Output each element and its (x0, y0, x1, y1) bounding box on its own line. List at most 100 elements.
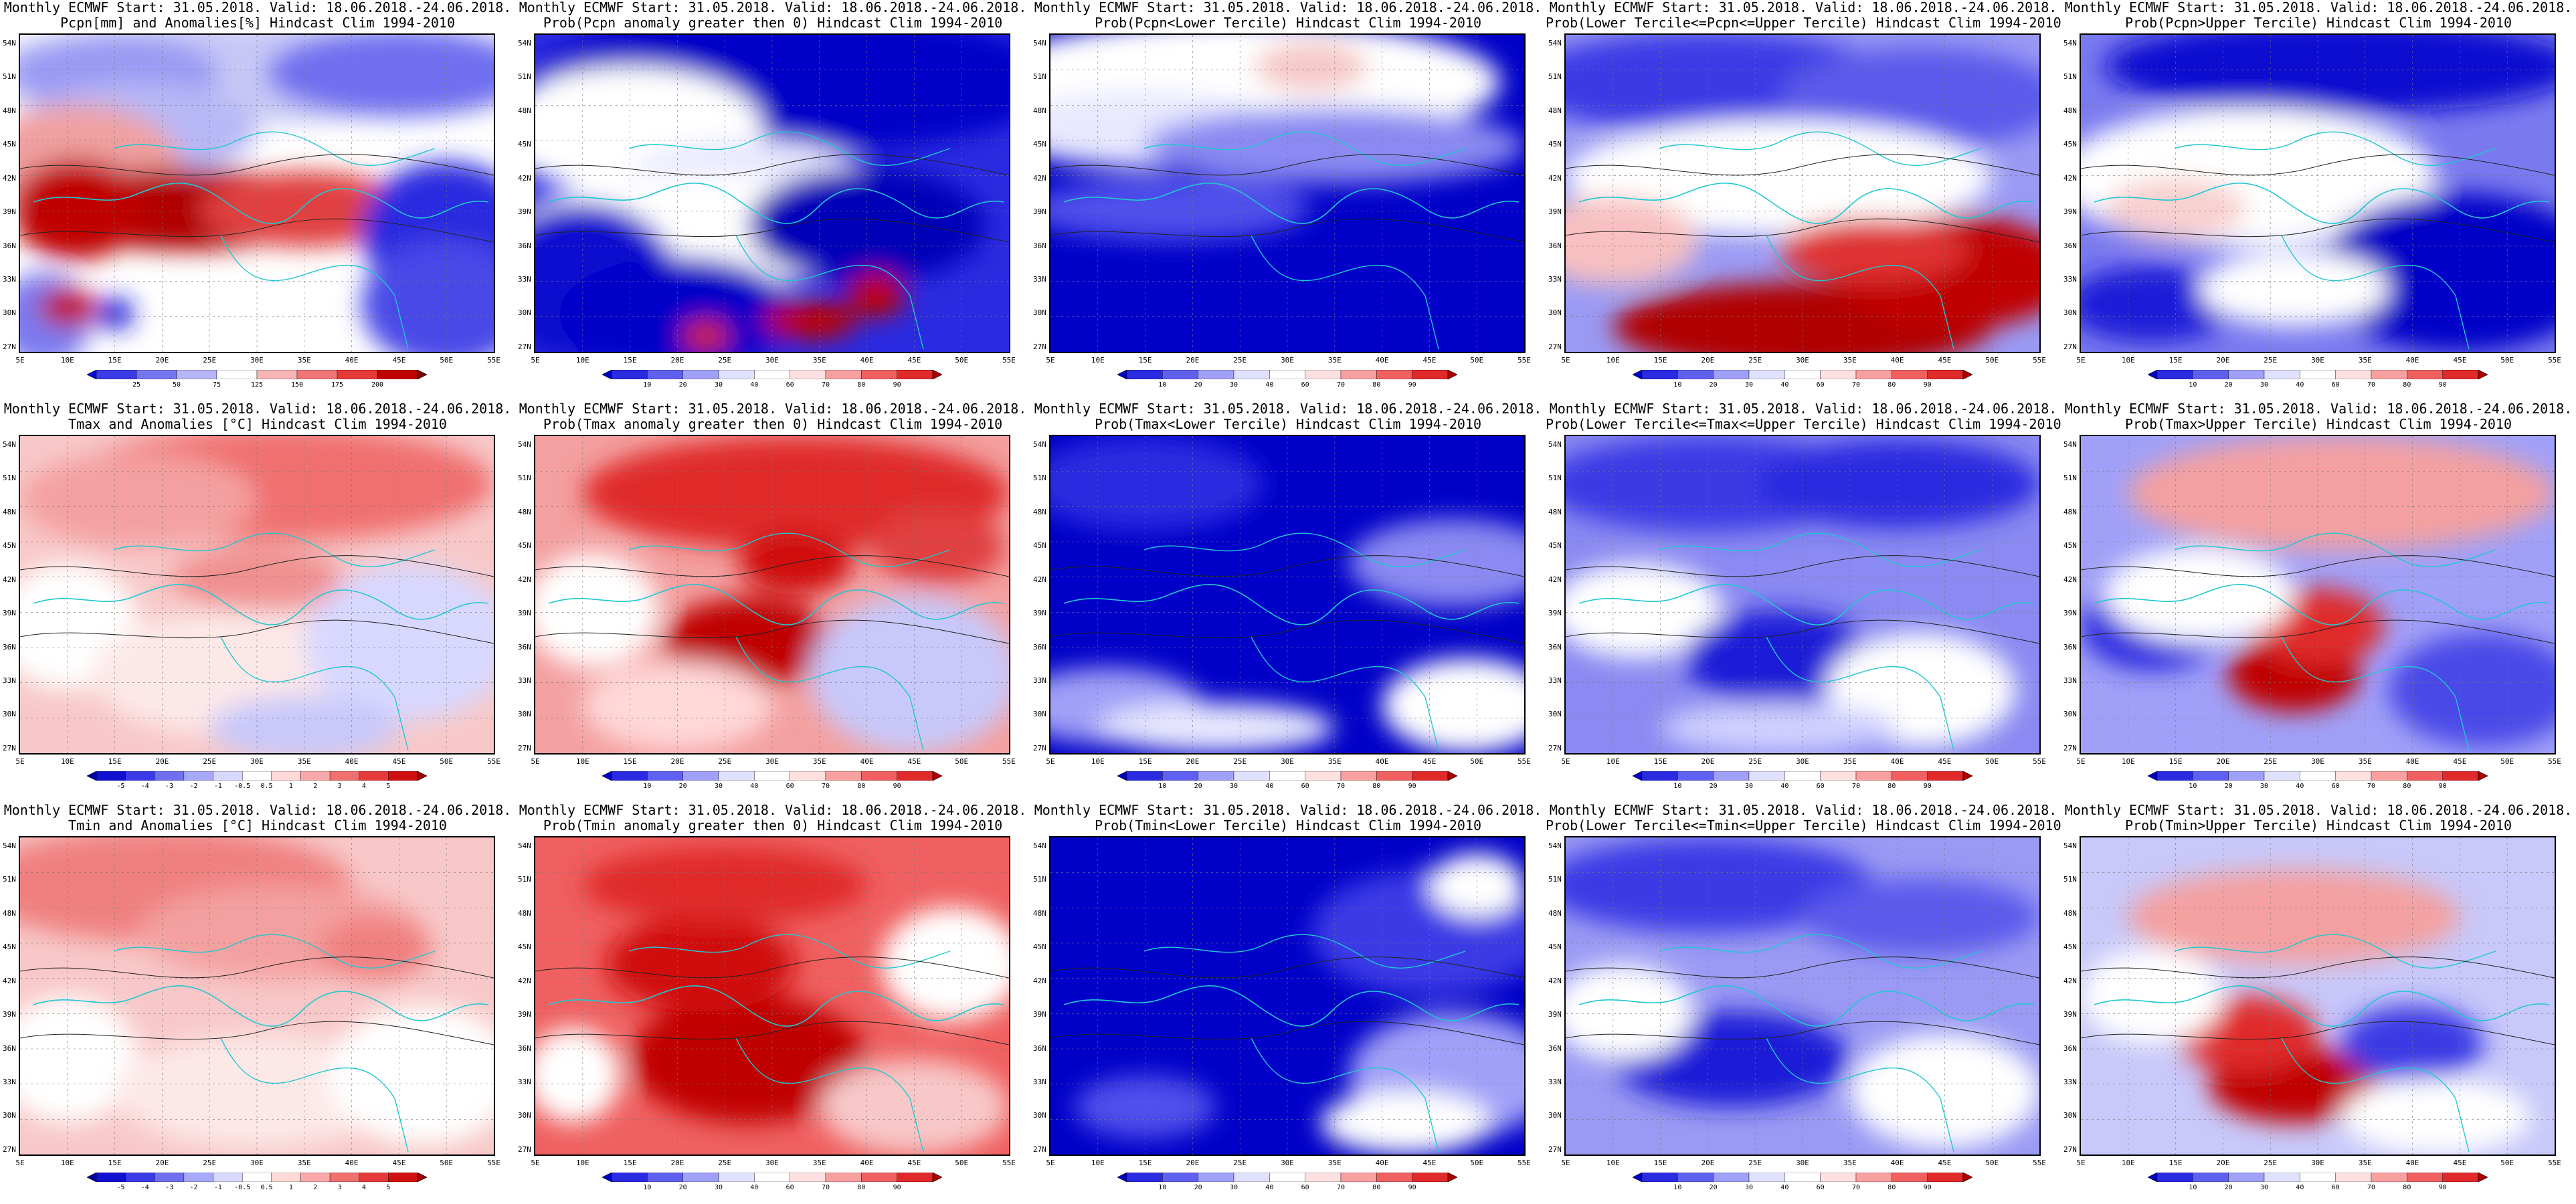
map-field (2080, 33, 2556, 353)
lat-label: 39N (3, 207, 16, 217)
lat-label: 39N (1548, 207, 1562, 217)
colorbar (602, 1172, 943, 1183)
lat-label: 36N (518, 1043, 531, 1053)
colorbar-segment (96, 1172, 126, 1183)
lat-label: 36N (1033, 1043, 1046, 1053)
colorbar-tick-label: 10 (643, 783, 652, 790)
contour-line (2081, 1021, 2555, 1045)
colorbar-segment (790, 369, 826, 380)
lat-label: 54N (1548, 841, 1562, 850)
lon-label: 55E (1517, 356, 1531, 365)
lon-label: 55E (2548, 1159, 2561, 1167)
lon-label: 30E (1796, 356, 1809, 365)
lat-label: 33N (518, 1077, 531, 1086)
colorbar-segment (897, 771, 933, 781)
panel-title-line1: Monthly ECMWF Start: 31.05.2018. Valid: … (3, 802, 512, 818)
colorbar-segment (1677, 1172, 1714, 1183)
map-field (19, 435, 495, 755)
colorbar-segment (1855, 771, 1892, 781)
lon-label: 45E (1422, 356, 1437, 365)
lon-label: 35E (812, 1159, 826, 1167)
colorbar-segment (1820, 369, 1857, 380)
field-anomaly-region (682, 320, 730, 352)
coastline (1251, 235, 1439, 350)
coastline (2094, 985, 2550, 1027)
map-field (1564, 836, 2041, 1156)
colorbar-tick-label: -2 (189, 1184, 198, 1191)
colorbar-segment (682, 771, 719, 781)
field-anomaly-region (535, 553, 659, 668)
contour-line (535, 619, 1009, 644)
colorbar-tick-label: 20 (1709, 381, 1718, 389)
lat-label: 33N (1033, 274, 1046, 284)
colorbar-tick-label: 70 (1851, 1184, 1861, 1191)
lon-label: 25E (203, 757, 217, 766)
panel-title-line2: Prob(Tmax>Upper Tercile) Hindcast Clim 1… (2125, 416, 2512, 432)
panel-title: Monthly ECMWF Start: 31.05.2018. Valid: … (0, 803, 515, 833)
coastline (2281, 636, 2470, 751)
panel-title: Monthly ECMWF Start: 31.05.2018. Valid: … (1030, 401, 1546, 432)
field-anomaly-region (1349, 518, 1524, 607)
colorbar-segment (2264, 369, 2300, 380)
colorbar-tick-label: 70 (1336, 783, 1346, 790)
colorbar-segment (1892, 771, 1928, 781)
colorbar-tick-label: 40 (2296, 783, 2304, 790)
colorbar-segment (329, 1172, 359, 1183)
colorbar-svg (86, 771, 428, 781)
coastline (548, 183, 1004, 224)
colorbar-segment (2442, 1172, 2479, 1183)
map-field-svg (1566, 837, 2039, 1155)
panel-title-line1: Monthly ECMWF Start: 31.05.2018. Valid: … (2064, 401, 2573, 417)
field-anomaly-region (2081, 266, 2237, 342)
colorbar-tick-label: 90 (1923, 783, 1932, 790)
colorbar-segment (611, 1172, 648, 1183)
field-anomaly-region (762, 301, 858, 340)
coastline (735, 636, 924, 751)
lat-label: 51N (3, 72, 16, 82)
lat-label: 42N (2063, 976, 2077, 985)
colorbar-segment (183, 1172, 213, 1183)
colorbar-segment (861, 1172, 897, 1183)
colorbar-tick-label: 40 (1265, 783, 1274, 790)
panel-title-line2: Prob(Tmin>Upper Tercile) Hindcast Clim 1… (2125, 817, 2512, 833)
lon-label: 5E (1046, 1159, 1055, 1167)
panel-title-line1: Monthly ECMWF Start: 31.05.2018. Valid: … (1034, 401, 1542, 417)
colorbar-tick-label: 90 (1408, 783, 1416, 790)
lat-label: 33N (3, 1077, 16, 1086)
panel-title-line1: Monthly ECMWF Start: 31.05.2018. Valid: … (3, 0, 512, 15)
panel-title-line2: Prob(Pcpn>Upper Tercile) Hindcast Clim 1… (2125, 15, 2512, 31)
lon-label: 10E (1091, 356, 1105, 365)
coastline (2281, 1037, 2470, 1152)
lat-label: 30N (3, 1111, 16, 1120)
colorbar-segment (1713, 369, 1750, 380)
colorbar-segment (825, 771, 862, 781)
colorbar (1632, 771, 1973, 781)
colorbar-tick-label: 2 (313, 783, 318, 790)
colorbar-tick-label: 30 (1744, 1184, 1754, 1191)
lat-label: 30N (1548, 308, 1562, 318)
contour-line (1566, 957, 2039, 979)
lat-label: 54N (1548, 39, 1562, 47)
lat-label: 33N (2063, 1077, 2077, 1086)
lon-label: 20E (670, 1159, 684, 1167)
lon-label: 50E (2500, 1159, 2514, 1167)
lon-label: 35E (1843, 757, 1857, 766)
map-field-svg (20, 35, 494, 352)
lon-label: 10E (1091, 1159, 1105, 1167)
colorbar-tick-label: 70 (821, 783, 830, 790)
colorbar-tick-label: 10 (643, 381, 652, 389)
colorbar-tick-label: -0.5 (234, 1184, 251, 1191)
colorbar-tick-label: 70 (821, 381, 830, 389)
lat-label: 42N (518, 575, 531, 584)
lon-label: 10E (2121, 356, 2135, 365)
colorbar-segment (2335, 369, 2372, 380)
lon-label: 10E (2121, 1159, 2135, 1167)
field-anomaly-region (1849, 1033, 2039, 1148)
lon-label: 10E (1606, 1159, 1620, 1167)
lon-label: 5E (1561, 356, 1570, 365)
lon-label: 40E (2405, 356, 2419, 365)
lon-label: 25E (718, 1159, 732, 1167)
lon-label: 15E (108, 356, 122, 365)
lat-label: 48N (518, 507, 531, 516)
panel-title-line2: Prob(Pcpn anomaly greater then 0) Hindca… (543, 15, 1003, 31)
